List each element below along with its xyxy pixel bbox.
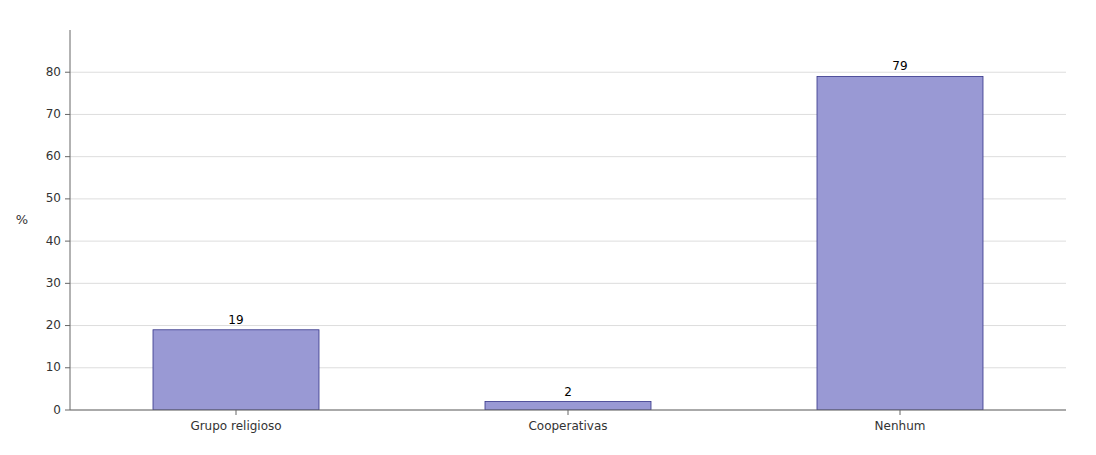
- y-tick: [65, 156, 70, 157]
- y-tick: [65, 198, 70, 199]
- bars: [153, 76, 983, 410]
- bar: [817, 76, 983, 410]
- y-tick: [65, 114, 70, 115]
- y-tick-label: 10: [46, 360, 61, 374]
- data-label: 19: [228, 313, 243, 327]
- y-tick: [65, 283, 70, 284]
- y-tick: [65, 325, 70, 326]
- x-tick: [568, 410, 569, 415]
- y-tick-label: 0: [53, 403, 61, 417]
- data-label: 79: [892, 59, 907, 73]
- y-tick: [65, 72, 70, 73]
- chart-container: 0 10 20 30 40 50 60 70 80 19 2 79 Grupo religioso Coo…: [0, 0, 1096, 455]
- y-tick: [65, 410, 70, 411]
- x-tick-label: Grupo religioso: [190, 419, 281, 433]
- y-tick-label: 20: [46, 318, 61, 332]
- x-tick-label: Nenhum: [875, 419, 926, 433]
- y-axis-label: %: [16, 212, 28, 227]
- x-tick: [900, 410, 901, 415]
- data-label: 2: [564, 385, 572, 399]
- x-tick-label: Cooperativas: [528, 419, 607, 433]
- y-tick-label: 80: [46, 65, 61, 79]
- bar: [485, 402, 651, 410]
- y-tick-label: 60: [46, 149, 61, 163]
- y-tick: [65, 241, 70, 242]
- y-tick-label: 70: [46, 107, 61, 121]
- y-tick-label: 50: [46, 191, 61, 205]
- y-tick: [65, 367, 70, 368]
- bar: [153, 330, 319, 410]
- grid: [70, 72, 1066, 410]
- chart-svg: 0 10 20 30 40 50 60 70 80 19 2 79 Grupo religioso Coo…: [0, 0, 1096, 455]
- grid-line: [70, 72, 1066, 73]
- y-axis-line: [70, 30, 71, 410]
- x-tick: [236, 410, 237, 415]
- y-tick-label: 30: [46, 276, 61, 290]
- y-tick-label: 40: [46, 234, 61, 248]
